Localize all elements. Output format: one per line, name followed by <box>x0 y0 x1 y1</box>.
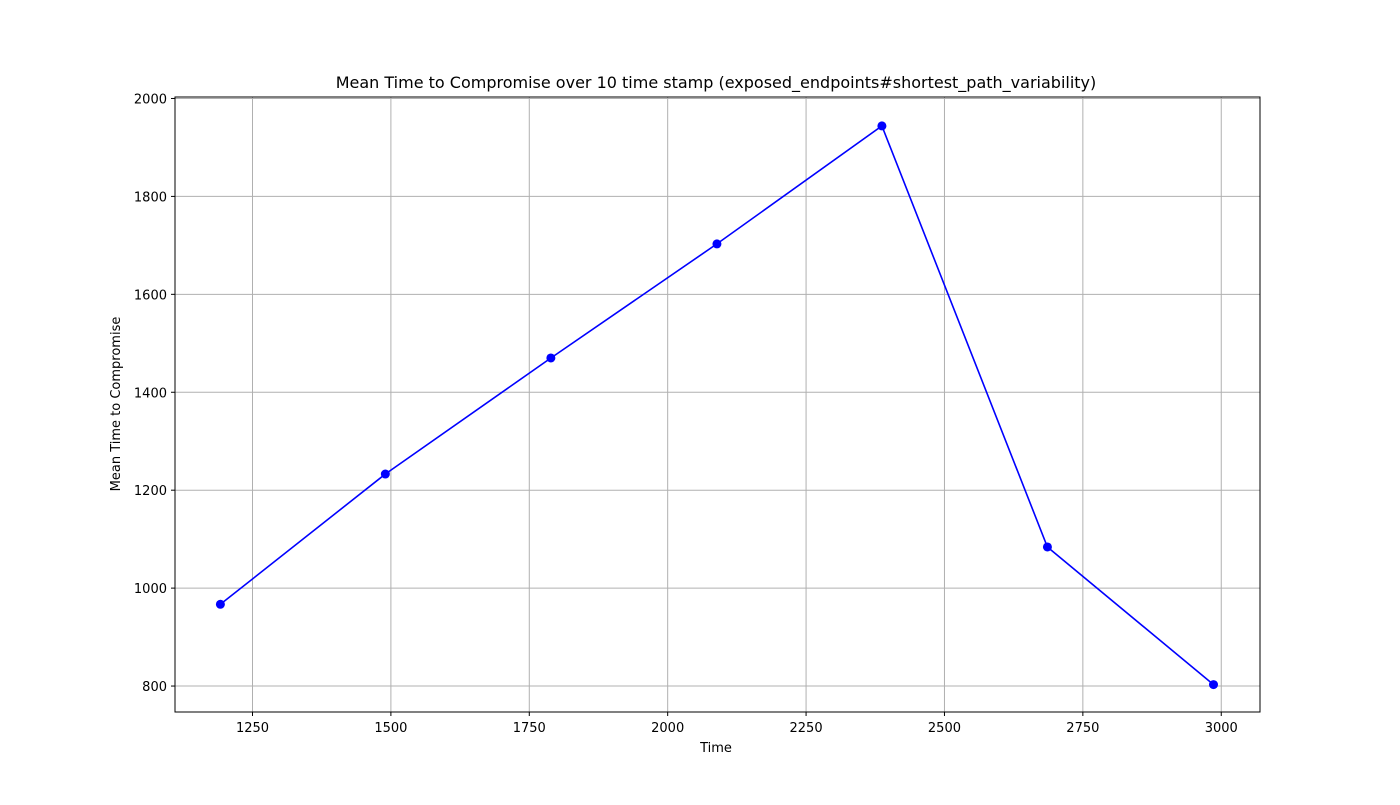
x-tick-label: 1750 <box>513 721 546 736</box>
y-tick-label: 1200 <box>134 484 167 499</box>
data-point-marker <box>712 239 722 249</box>
data-point-marker <box>380 469 390 479</box>
y-axis-label: Mean Time to Compromise <box>109 317 124 492</box>
x-tick-label: 1250 <box>236 721 269 736</box>
y-tick-label: 1800 <box>134 190 167 205</box>
x-tick-label: 2000 <box>651 721 684 736</box>
x-tick-label: 2750 <box>1066 721 1099 736</box>
plot-area-frame <box>174 96 1261 713</box>
x-tick-label: 1500 <box>374 721 407 736</box>
axis-ticks: 1250 1500 1750 2000 2250 2500 2750 3000 800 1000 1… <box>134 92 1238 736</box>
x-tick-label: 2250 <box>790 721 823 736</box>
y-tick-label: 1000 <box>134 582 167 597</box>
x-tick-label: 3000 <box>1205 721 1238 736</box>
x-axis-label: Time <box>699 741 732 756</box>
y-tick-label: 2000 <box>134 92 167 107</box>
y-tick-label: 800 <box>142 680 167 695</box>
data-point-marker <box>1209 680 1218 690</box>
grid-lines <box>175 97 1260 712</box>
y-tick-label: 1600 <box>134 288 167 303</box>
x-tick-label: 2500 <box>928 721 961 736</box>
data-point-marker <box>215 599 225 609</box>
chart-title: Mean Time to Compromise over 10 time sta… <box>336 73 1097 93</box>
data-point-marker <box>877 121 887 131</box>
data-point-marker <box>546 353 556 363</box>
y-tick-label: 1400 <box>134 386 167 401</box>
series-layer <box>215 121 1218 690</box>
data-point-marker <box>1042 542 1052 552</box>
